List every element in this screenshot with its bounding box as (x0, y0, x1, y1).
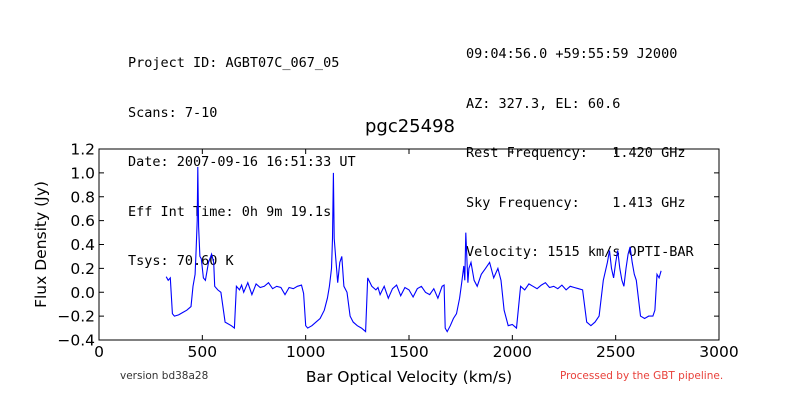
eff-int-time: Eff Int Time: 0h 9m 19.1s (128, 203, 332, 220)
series-line-0 (165, 166, 662, 333)
ticks-layer: 0 500 1000 1500 2000 2500 3000 −0.4 −0.2 0.0 0.2 0.… (57, 141, 738, 362)
y-tick-label-1: −0.2 (57, 308, 95, 326)
y-tick-label-6: 0.8 (70, 188, 95, 206)
x-tick-label-6: 3000 (699, 343, 738, 361)
y-tick-label-8: 1.2 (70, 141, 95, 159)
x-tick-label-5: 2500 (596, 343, 635, 361)
x-tick-label-4: 2000 (493, 343, 532, 361)
sky-frequency: Sky Frequency: 1.413 GHz (466, 194, 686, 211)
coordinates: 09:04:56.0 +59:55:59 J2000 (466, 46, 678, 62)
project-id: Project ID: AGBT07C_067_05 (128, 55, 340, 71)
x-tick-label-1: 500 (188, 343, 218, 361)
velocity: Velocity: 1515 km/s OPTI-BAR (466, 244, 694, 260)
pipeline-label: Processed by the GBT pipeline. (560, 370, 724, 382)
plot-frame (98, 148, 720, 341)
version-label: version bd38a28 (120, 370, 209, 382)
y-axis-label: Flux Density (Jy) (32, 181, 50, 308)
observation-info-right: 09:04:56.0 +59:55:59 J2000 AZ: 327.3, EL… (466, 13, 694, 277)
scans: Scans: 7-10 (128, 104, 218, 121)
y-tick-label-3: 0.2 (70, 260, 95, 278)
y-tick-label-5: 0.6 (70, 212, 95, 230)
y-tick-label-2: 0.0 (70, 284, 95, 302)
chart-title: pgc25498 (364, 116, 455, 137)
observation-info-left: Project ID: AGBT07C_067_05 Scans: 7-10 D… (128, 22, 356, 286)
x-tick-label-2: 1000 (286, 343, 325, 361)
x-tick-label-3: 1500 (389, 343, 428, 361)
y-tick-label-0: −0.4 (57, 332, 95, 350)
tsys: Tsys: 70.60 K (128, 253, 234, 269)
y-tick-label-4: 0.4 (70, 236, 95, 254)
y-tick-label-7: 1.0 (70, 164, 95, 182)
x-tick-label-0: 0 (94, 343, 104, 361)
x-axis-label: Bar Optical Velocity (km/s) (306, 368, 512, 386)
date: Date: 2007-09-16 16:51:33 UT (128, 154, 356, 170)
series-layer (165, 166, 662, 333)
az-el: AZ: 327.3, EL: 60.6 (466, 95, 621, 112)
